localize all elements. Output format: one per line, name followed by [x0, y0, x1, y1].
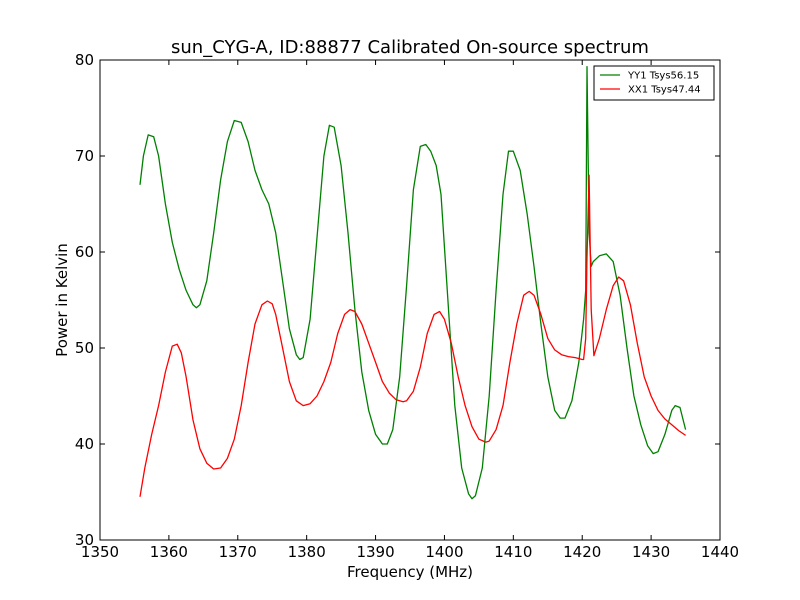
- x-axis: 1350 1360 1370 1380 1390 1400 1410 1420 1430 1440: [81, 60, 739, 561]
- y-tick-label: 60: [75, 243, 94, 261]
- y-tick-label: 40: [75, 435, 94, 453]
- x-tick-label: 1350: [81, 543, 119, 561]
- legend-label-1: XX1 Tsys47.44: [628, 85, 701, 96]
- plot-series-group: [139, 66, 687, 500]
- chart-title: sun_CYG-A, ID:88877 Calibrated On-source…: [171, 37, 649, 58]
- x-tick-label: 1370: [219, 543, 257, 561]
- x-tick-label: 1430: [632, 543, 670, 561]
- legend: YY1 Tsys56.15 XX1 Tsys47.44: [593, 65, 715, 101]
- y-axis: 30 40 50 60 70 80: [75, 51, 720, 549]
- x-tick-label: 1420: [563, 543, 601, 561]
- y-tick-label: 80: [75, 51, 94, 69]
- y-tick-label: 50: [75, 339, 94, 357]
- plot-area-frame: [99, 59, 721, 541]
- series-line-1: [139, 174, 686, 497]
- x-tick-label: 1360: [150, 543, 188, 561]
- y-axis-label: Power in Kelvin: [53, 243, 71, 357]
- legend-box: [593, 65, 715, 101]
- y-tick-label: 70: [75, 147, 94, 165]
- series-line-0: [139, 66, 687, 500]
- x-axis-label: Frequency (MHz): [347, 563, 473, 581]
- y-tick-label: 30: [75, 531, 94, 549]
- x-tick-label: 1380: [288, 543, 326, 561]
- legend-label-0: YY1 Tsys56.15: [627, 71, 699, 82]
- x-tick-label: 1400: [425, 543, 463, 561]
- x-tick-label: 1390: [356, 543, 394, 561]
- x-tick-label: 1440: [701, 543, 739, 561]
- x-tick-label: 1410: [494, 543, 532, 561]
